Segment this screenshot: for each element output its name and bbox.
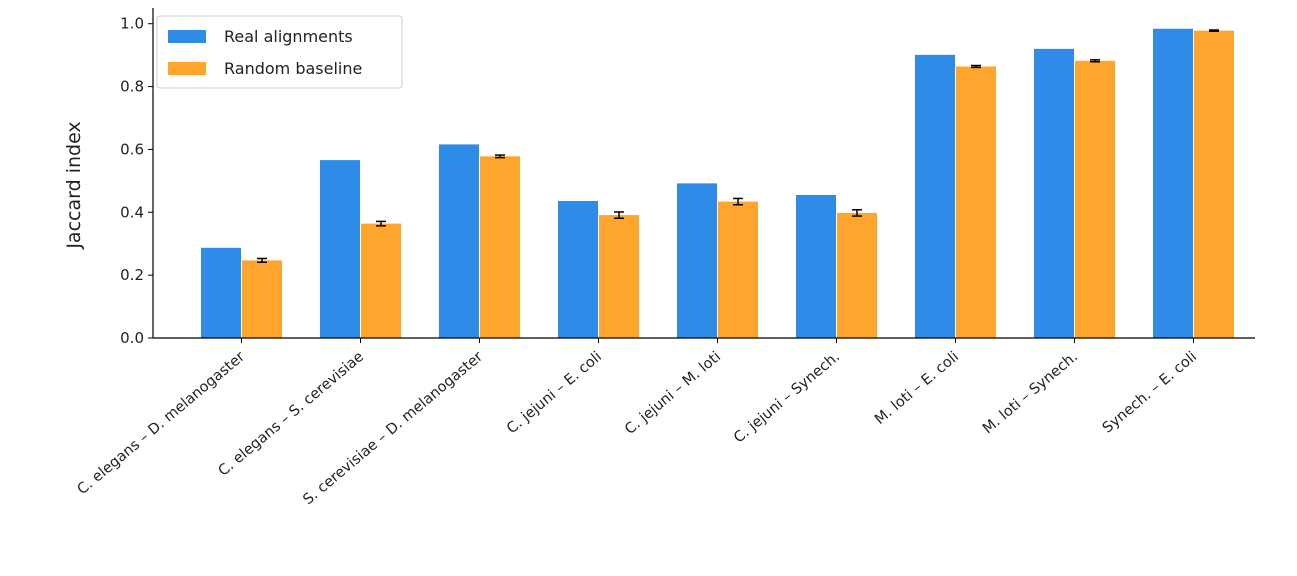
bar-random-2 bbox=[480, 156, 520, 338]
y-tick-label-5: 1.0 bbox=[120, 15, 144, 33]
error-bar-3 bbox=[614, 211, 624, 220]
legend-swatch-random bbox=[168, 62, 206, 75]
x-tick-label-4: C. jejuni – M. loti bbox=[622, 349, 724, 438]
bar-random-4 bbox=[718, 201, 758, 338]
y-axis-label: Jaccard index bbox=[63, 121, 85, 249]
error-bar-0 bbox=[257, 257, 267, 264]
error-bar-6 bbox=[971, 64, 981, 69]
x-tick-label-6: M. loti – E. coli bbox=[872, 349, 962, 428]
error-bar-4 bbox=[733, 197, 743, 206]
legend-swatch-real bbox=[168, 30, 206, 43]
bar-real-2 bbox=[439, 144, 479, 338]
legend-frame bbox=[156, 15, 403, 89]
error-bars-layer bbox=[257, 29, 1219, 264]
y-tick-label-2: 0.4 bbox=[120, 203, 144, 221]
legend: Real alignments Random baseline bbox=[156, 15, 403, 89]
bar-random-3 bbox=[599, 215, 639, 338]
bar-real-8 bbox=[1153, 28, 1193, 338]
legend-label-random: Random baseline bbox=[224, 59, 362, 78]
x-tick-label-8: Synech. – E. coli bbox=[1100, 349, 1200, 437]
bar-real-7 bbox=[1034, 48, 1074, 338]
y-tick-label-3: 0.6 bbox=[120, 140, 144, 158]
error-bar-7 bbox=[1090, 59, 1100, 63]
bar-random-7 bbox=[1075, 60, 1115, 339]
bar-random-8 bbox=[1194, 30, 1234, 338]
x-tick-label-3: C. jejuni – E. coli bbox=[504, 349, 605, 437]
y-tick-label-1: 0.2 bbox=[120, 266, 144, 284]
error-bar-8 bbox=[1209, 29, 1219, 33]
bar-real-6 bbox=[915, 54, 955, 338]
bar-real-3 bbox=[558, 200, 598, 338]
legend-label-real: Real alignments bbox=[224, 27, 353, 46]
error-bar-1 bbox=[376, 220, 386, 227]
bar-random-0 bbox=[242, 260, 282, 338]
bars-layer bbox=[201, 28, 1234, 339]
error-bar-2 bbox=[495, 154, 505, 159]
bar-real-4 bbox=[677, 183, 717, 338]
error-bar-5 bbox=[852, 209, 862, 217]
bar-random-6 bbox=[956, 66, 996, 338]
bar-real-5 bbox=[796, 195, 836, 338]
x-tick-label-5: C. jejuni – Synech. bbox=[731, 349, 843, 447]
bar-real-0 bbox=[201, 247, 241, 338]
y-tick-label-4: 0.8 bbox=[120, 78, 144, 96]
bar-random-1 bbox=[361, 223, 401, 338]
y-tick-label-0: 0.0 bbox=[120, 329, 144, 347]
bar-random-5 bbox=[837, 212, 877, 338]
bar-real-1 bbox=[320, 160, 360, 338]
x-tick-label-7: M. loti – Synech. bbox=[980, 349, 1081, 437]
